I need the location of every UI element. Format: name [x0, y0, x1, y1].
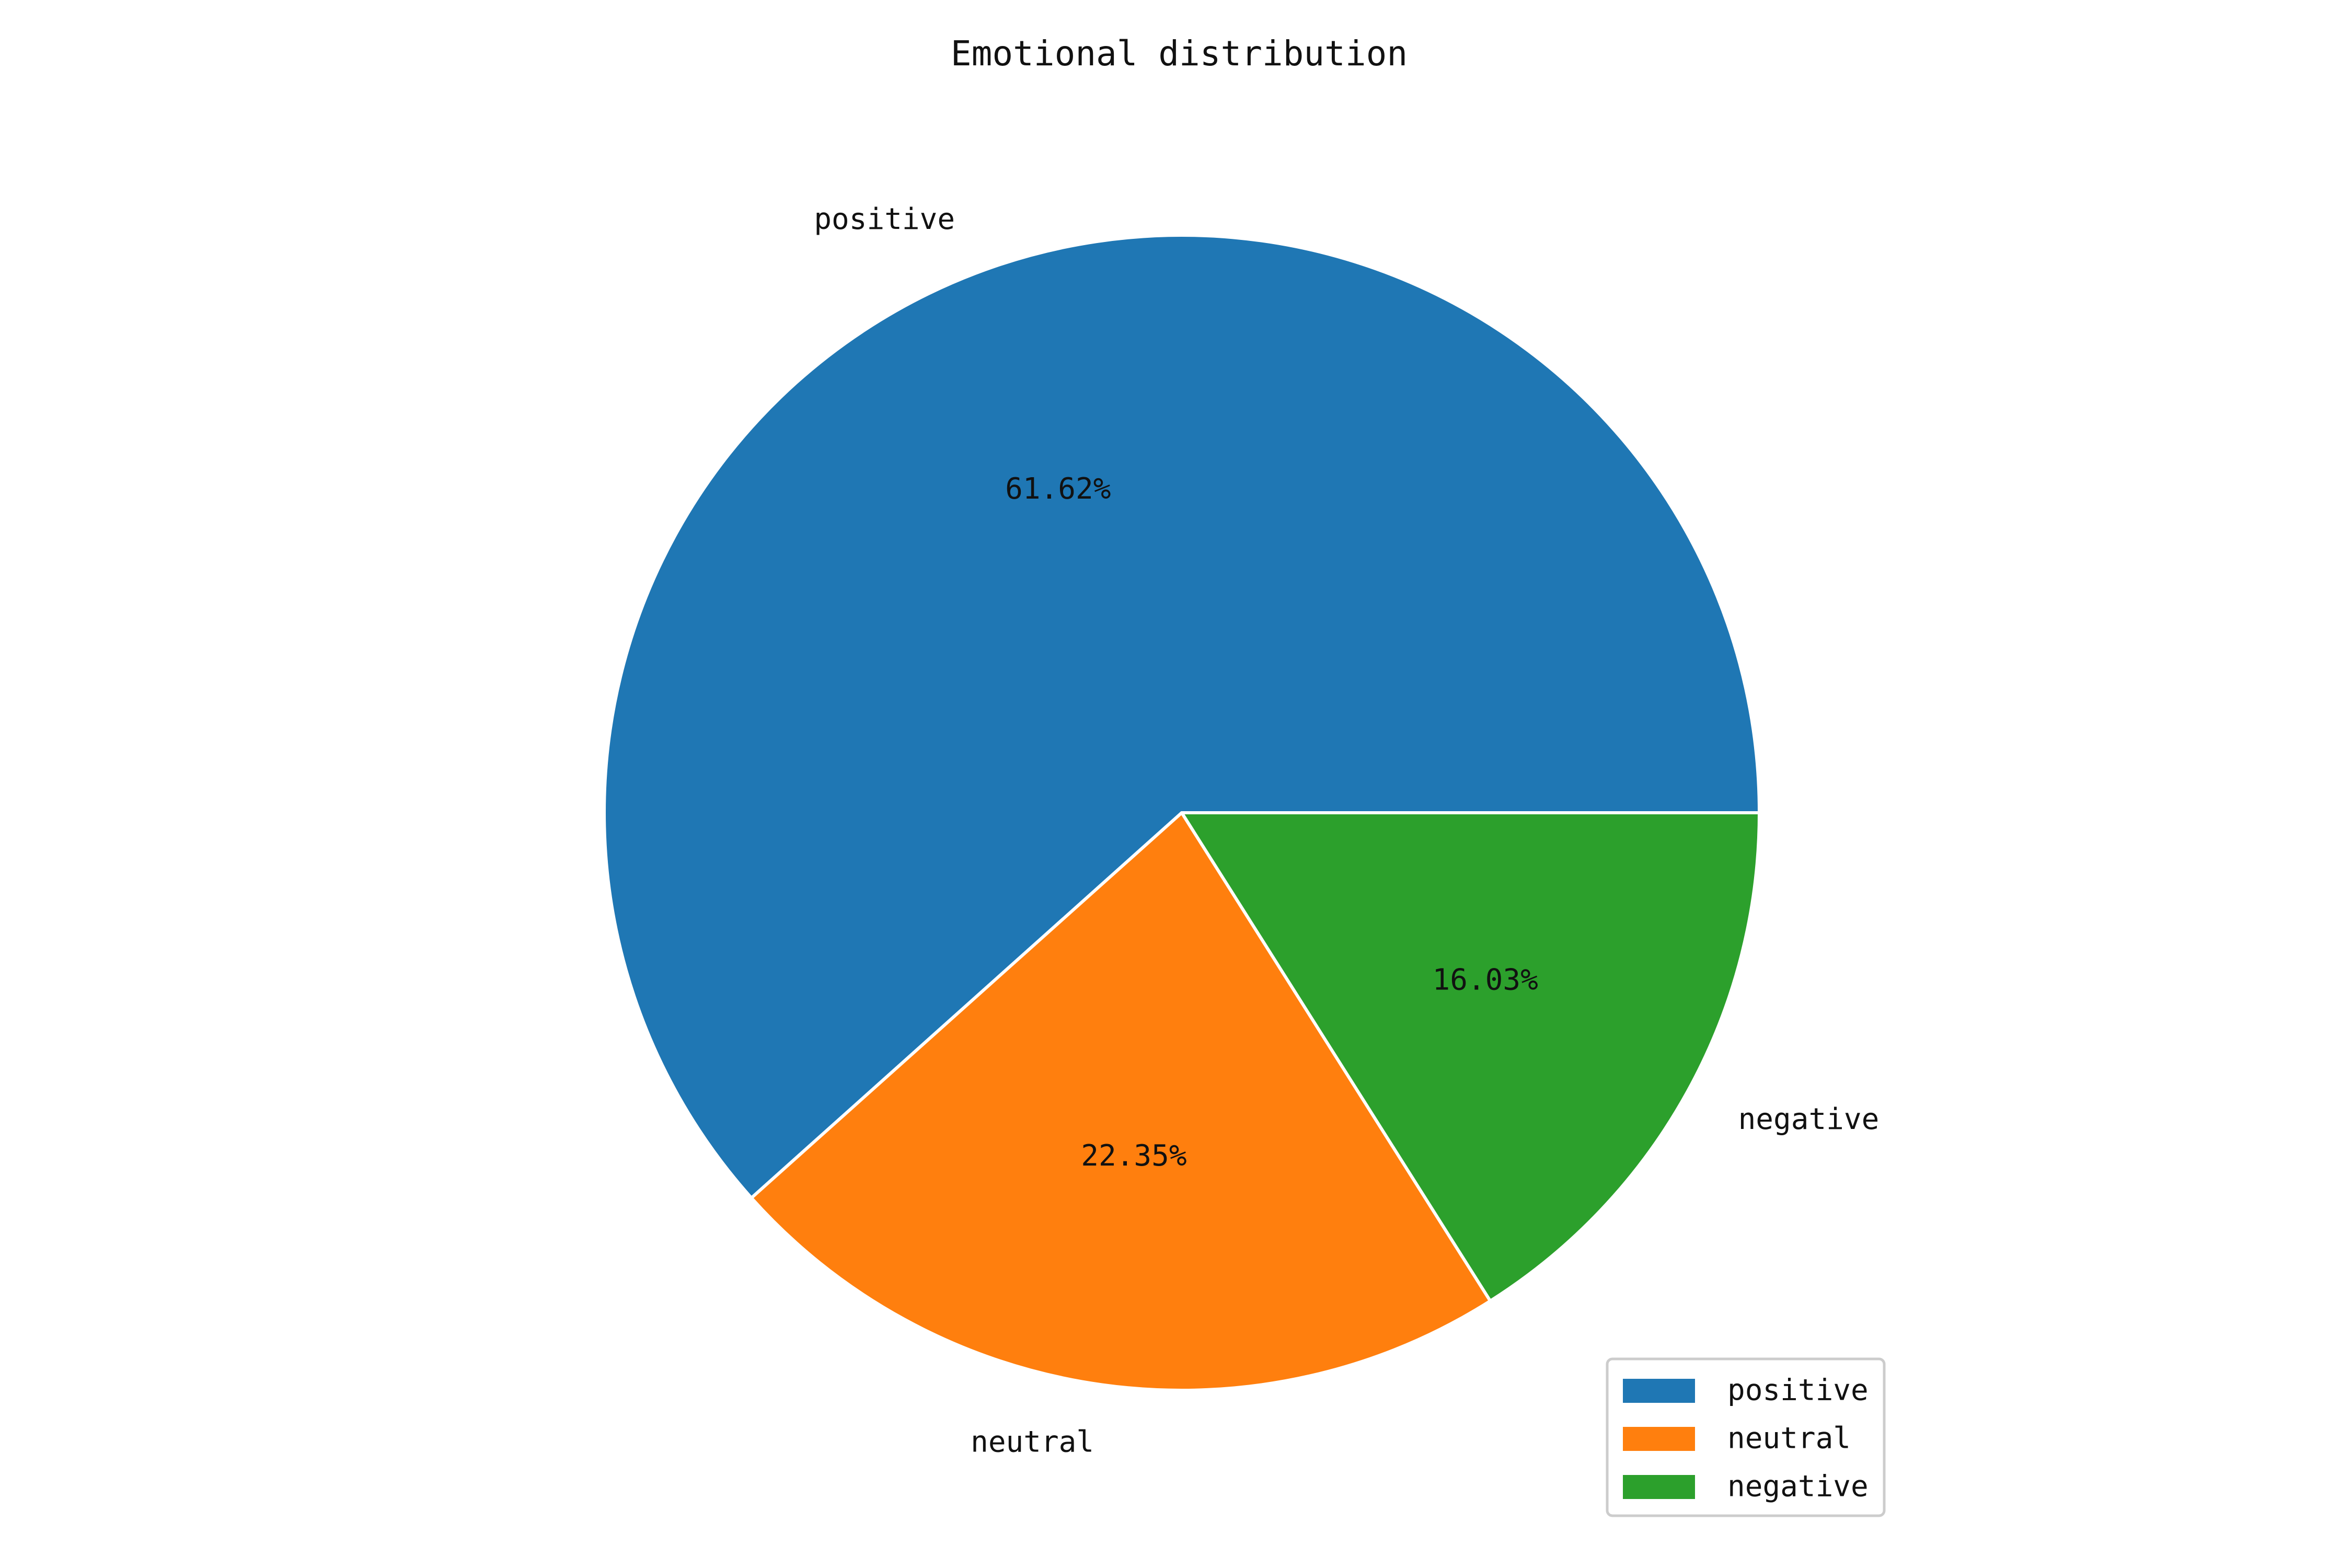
percent-labels: 61.62% 22.35% 16.03% [1005, 472, 1538, 1173]
legend-swatch-positive [1623, 1379, 1695, 1403]
slice-label-negative: negative [1738, 1102, 1880, 1136]
pie-slice-neutral [750, 811, 1492, 1392]
legend: positive neutral negative [1606, 1357, 1886, 1517]
percent-label-positive: 61.62% [1005, 472, 1111, 506]
legend-label-neutral: neutral [1727, 1422, 1851, 1456]
legend-label-negative: negative [1727, 1470, 1869, 1504]
pie-slice-positive [603, 234, 1761, 1200]
percent-label-negative: 16.03% [1433, 963, 1538, 997]
slice-label-neutral: neutral [971, 1425, 1094, 1459]
pie-slices [603, 234, 1761, 1392]
pie-slice-negative [1180, 811, 1761, 1303]
legend-label-positive: positive [1727, 1374, 1869, 1408]
legend-swatch-neutral [1623, 1427, 1695, 1451]
slice-labels: positive neutral negative [814, 202, 1879, 1459]
slice-label-positive: positive [814, 202, 955, 236]
chart-title: Emotional distribution [951, 33, 1408, 74]
percent-label-neutral: 22.35% [1081, 1139, 1186, 1173]
legend-swatch-negative [1623, 1475, 1695, 1499]
